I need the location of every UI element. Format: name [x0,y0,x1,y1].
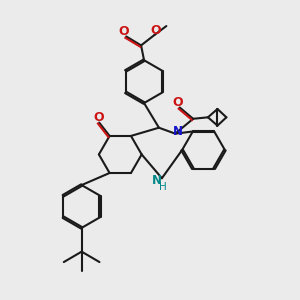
Text: O: O [151,24,161,37]
Text: O: O [172,96,183,109]
Text: H: H [159,182,167,192]
Text: N: N [173,125,183,138]
Text: O: O [118,25,129,38]
Text: N: N [152,174,161,187]
Text: O: O [93,111,104,124]
